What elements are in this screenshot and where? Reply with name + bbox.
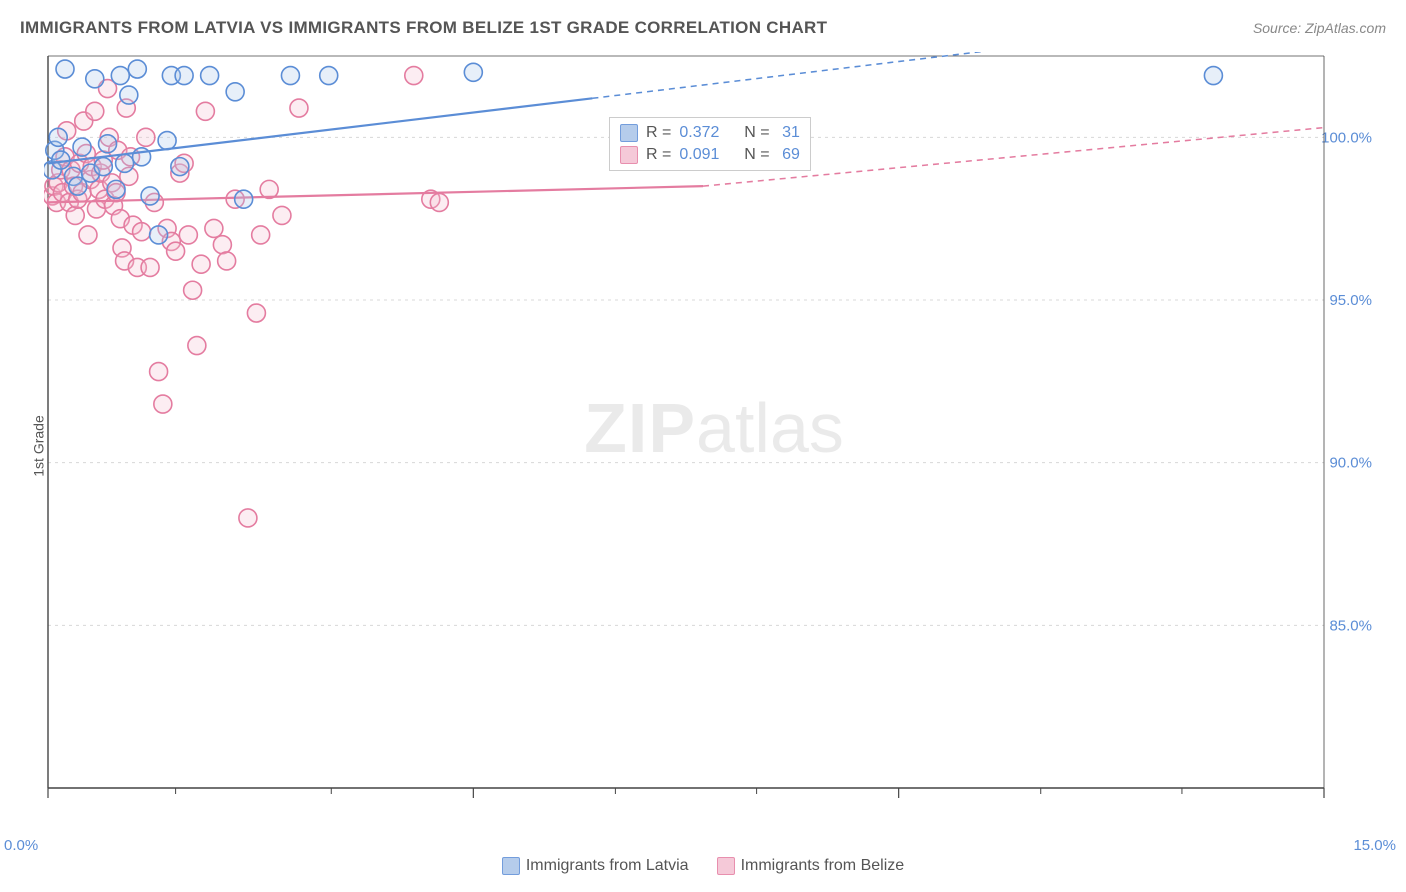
- marker-latvia: [111, 67, 129, 85]
- marker-latvia: [94, 158, 112, 176]
- chart-title: IMMIGRANTS FROM LATVIA VS IMMIGRANTS FRO…: [20, 18, 827, 37]
- marker-latvia: [73, 138, 91, 156]
- marker-latvia: [320, 67, 338, 85]
- marker-latvia: [171, 158, 189, 176]
- marker-belize: [213, 236, 231, 254]
- marker-latvia: [158, 132, 176, 150]
- marker-belize: [218, 252, 236, 270]
- marker-belize: [205, 219, 223, 237]
- marker-latvia: [235, 190, 253, 208]
- marker-belize: [405, 67, 423, 85]
- marker-latvia: [86, 70, 104, 88]
- marker-belize: [239, 509, 257, 527]
- marker-belize: [66, 206, 84, 224]
- svg-text:100.0%: 100.0%: [1321, 129, 1372, 146]
- marker-belize: [430, 193, 448, 211]
- marker-belize: [179, 226, 197, 244]
- marker-belize: [137, 128, 155, 146]
- legend-label-belize: Immigrants from Belize: [741, 857, 905, 875]
- svg-text:95.0%: 95.0%: [1329, 292, 1372, 309]
- stat-row-latvia: R = 0.372 N = 31: [616, 122, 804, 144]
- marker-latvia: [175, 67, 193, 85]
- marker-belize: [133, 223, 151, 241]
- stat-row-belize: R = 0.091 N = 69: [616, 144, 804, 166]
- marker-latvia: [56, 60, 74, 78]
- stat-r-label: R =: [646, 124, 671, 142]
- marker-latvia: [281, 67, 299, 85]
- svg-text:85.0%: 85.0%: [1329, 617, 1372, 634]
- x-max-label: 15.0%: [1353, 837, 1396, 854]
- marker-latvia: [1204, 67, 1222, 85]
- marker-latvia: [116, 154, 134, 172]
- stat-n-value: 69: [778, 146, 800, 164]
- marker-belize: [79, 226, 97, 244]
- marker-latvia: [141, 187, 159, 205]
- marker-belize: [188, 337, 206, 355]
- marker-latvia: [128, 60, 146, 78]
- legend-swatch-belize: [717, 857, 735, 875]
- legend-item-belize: Immigrants from Belize: [717, 857, 905, 875]
- marker-belize: [167, 242, 185, 260]
- stat-swatch-latvia: [620, 124, 638, 142]
- x-min-label: 0.0%: [4, 837, 38, 854]
- marker-latvia: [150, 226, 168, 244]
- legend-label-latvia: Immigrants from Latvia: [526, 857, 689, 875]
- stat-n-value: 31: [778, 124, 800, 142]
- marker-belize: [273, 206, 291, 224]
- marker-belize: [252, 226, 270, 244]
- marker-belize: [192, 255, 210, 273]
- marker-latvia: [464, 63, 482, 81]
- stats-box: R = 0.372 N = 31 R = 0.091 N = 69: [609, 117, 811, 171]
- x-legend: 0.0% Immigrants from Latvia Immigrants f…: [0, 846, 1406, 886]
- stat-n-label: N =: [744, 124, 769, 142]
- marker-belize: [141, 258, 159, 276]
- stat-r-value: 0.091: [679, 146, 719, 164]
- marker-latvia: [201, 67, 219, 85]
- marker-latvia: [120, 86, 138, 104]
- stat-r-value: 0.372: [679, 124, 719, 142]
- chart-header: IMMIGRANTS FROM LATVIA VS IMMIGRANTS FRO…: [20, 18, 1386, 44]
- plot-area: 85.0%90.0%95.0%100.0% ZIPatlas R =0.372 …: [44, 52, 1384, 812]
- marker-latvia: [49, 128, 67, 146]
- marker-latvia: [226, 83, 244, 101]
- legend-item-latvia: Immigrants from Latvia: [502, 857, 689, 875]
- stat-swatch-belize: [620, 146, 638, 164]
- marker-belize: [290, 99, 308, 117]
- legend-swatch-latvia: [502, 857, 520, 875]
- marker-belize: [154, 395, 172, 413]
- marker-belize: [86, 102, 104, 120]
- marker-belize: [247, 304, 265, 322]
- svg-text:90.0%: 90.0%: [1329, 455, 1372, 472]
- marker-latvia: [99, 135, 117, 153]
- marker-latvia: [107, 180, 125, 198]
- marker-belize: [196, 102, 214, 120]
- marker-belize: [184, 281, 202, 299]
- stat-n-label: N =: [744, 146, 769, 164]
- stat-r-label: R =: [646, 146, 671, 164]
- marker-belize: [150, 363, 168, 381]
- source-label: Source: ZipAtlas.com: [1253, 20, 1386, 36]
